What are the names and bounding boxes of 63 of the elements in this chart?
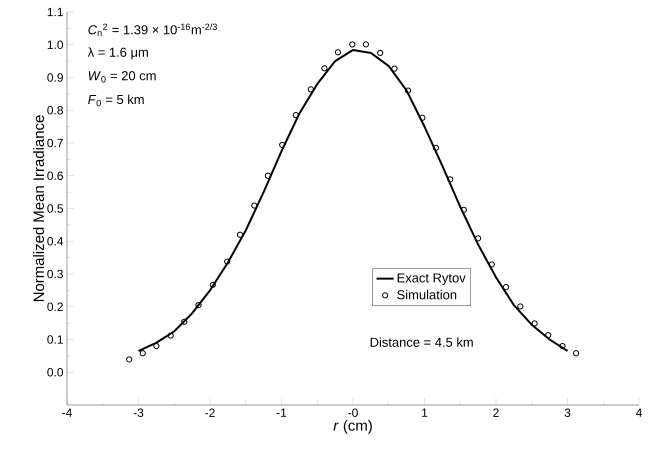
x-tick-label: -2 bbox=[205, 408, 215, 417]
y-tick-label: 1.0 bbox=[48, 40, 64, 49]
y-tick-label: 1.1 bbox=[48, 8, 63, 16]
annotation: C$_{n}$$^{2}$ = 1.39 × 10$^{-16}$m$^{-2/3}$ bbox=[88, 23, 217, 36]
point bbox=[545, 332, 552, 338]
annotation: F$_{0}$ = 5 km bbox=[88, 94, 144, 106]
point bbox=[349, 41, 356, 48]
annotation: Distance = 4.5 km bbox=[370, 337, 473, 347]
point bbox=[572, 350, 580, 356]
y-tick-label: 0.1 bbox=[47, 335, 63, 344]
y-tick-label: 0.3 bbox=[47, 270, 63, 278]
x-tick-label: 1 bbox=[422, 408, 428, 417]
point bbox=[308, 86, 314, 92]
point bbox=[264, 172, 272, 179]
y-tick-label: 0.2 bbox=[47, 302, 63, 311]
point bbox=[334, 49, 342, 56]
y-tick-label: 0.4 bbox=[47, 237, 64, 246]
y-tick-label: 0.0 bbox=[47, 368, 64, 376]
point bbox=[236, 232, 244, 238]
x-tick-label: 4 bbox=[636, 408, 642, 417]
point bbox=[210, 282, 216, 288]
point bbox=[168, 332, 174, 339]
y-axis-title: Normalized Mean Irradiance bbox=[33, 115, 44, 302]
legend-label: Simulation bbox=[397, 290, 456, 300]
annotation: λ = 1.6 μm bbox=[88, 47, 148, 60]
point bbox=[195, 302, 202, 308]
point bbox=[532, 320, 538, 327]
point bbox=[292, 112, 299, 118]
point bbox=[447, 176, 454, 182]
legend-label: Exact Rytov bbox=[398, 273, 466, 286]
point bbox=[321, 65, 328, 72]
x-tick-label: -3 bbox=[134, 408, 144, 417]
point bbox=[419, 114, 426, 121]
point bbox=[502, 284, 510, 290]
x-tick-label: -1 bbox=[276, 408, 286, 417]
y-tick-label: 0.7 bbox=[47, 138, 63, 148]
x-tick-label: 2 bbox=[493, 408, 499, 417]
point bbox=[279, 142, 286, 148]
y-tick-label: 0.8 bbox=[47, 106, 63, 114]
annotation: W$_{0}$ = 20 cm bbox=[88, 71, 156, 83]
point bbox=[460, 206, 467, 213]
point bbox=[181, 318, 188, 325]
point bbox=[126, 356, 132, 363]
point bbox=[517, 303, 524, 310]
x-tick-label: -4 bbox=[62, 408, 72, 417]
point bbox=[432, 144, 440, 152]
point bbox=[251, 202, 258, 209]
point bbox=[153, 342, 160, 350]
y-tick-label: 0.5 bbox=[47, 204, 63, 213]
point bbox=[377, 50, 384, 56]
x-tick-label: 3 bbox=[564, 408, 570, 417]
point bbox=[140, 350, 146, 356]
point bbox=[404, 87, 412, 94]
point bbox=[224, 258, 230, 265]
point bbox=[362, 41, 369, 48]
point bbox=[475, 235, 482, 242]
y-tick-label: 0.6 bbox=[47, 172, 63, 180]
y-tick-label: 0.9 bbox=[47, 73, 63, 82]
point bbox=[488, 261, 495, 268]
point bbox=[559, 342, 566, 350]
point bbox=[391, 66, 398, 72]
x-axis-title: r (cm) bbox=[333, 420, 372, 434]
x-tick-label: -0 bbox=[348, 408, 358, 417]
